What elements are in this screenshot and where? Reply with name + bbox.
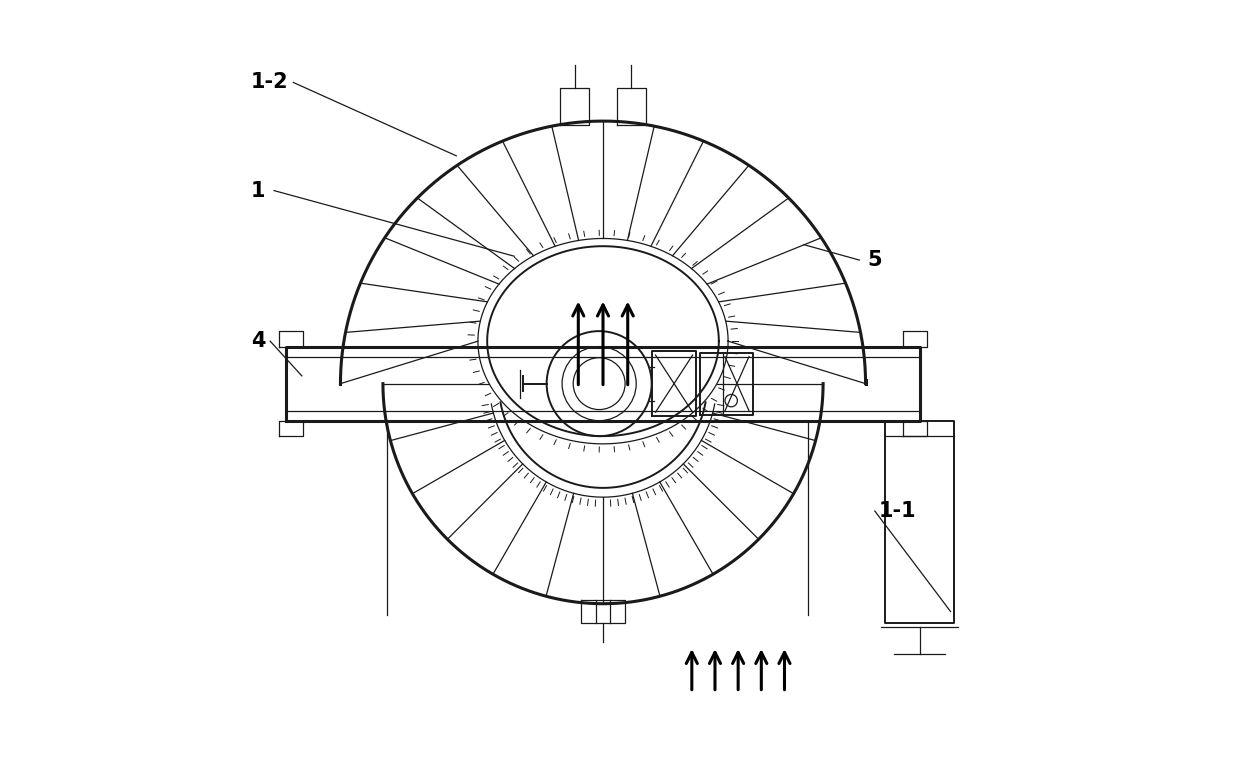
Text: 4: 4 bbox=[250, 331, 265, 351]
Text: 5: 5 bbox=[867, 250, 882, 270]
Text: 1-1: 1-1 bbox=[879, 501, 916, 521]
Text: 1-2: 1-2 bbox=[250, 73, 289, 92]
Text: 1: 1 bbox=[250, 181, 265, 201]
